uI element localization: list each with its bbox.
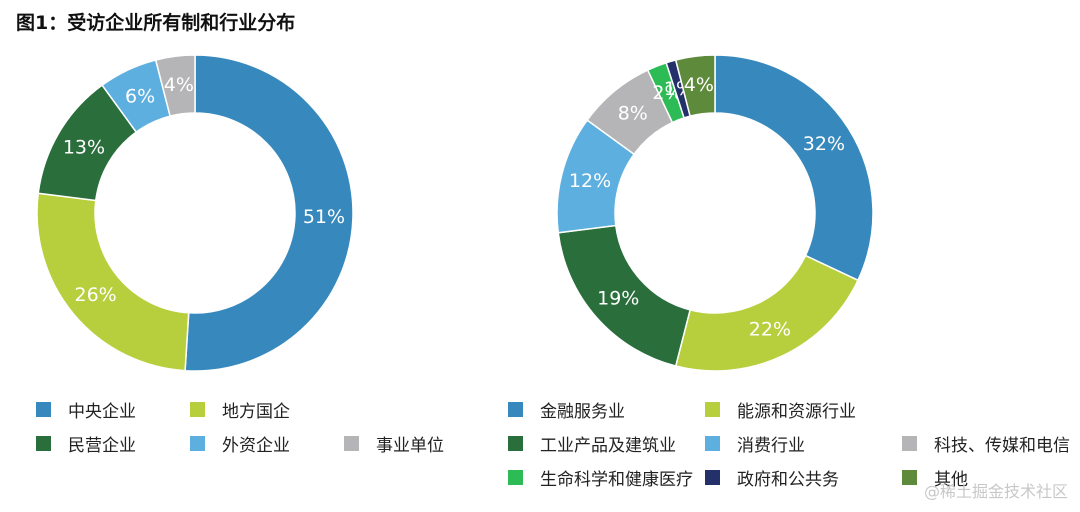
legend-row: 生命科学和健康医疗 政府和公共务 其他 <box>508 460 1080 494</box>
legend-label: 工业产品及建筑业 <box>540 435 676 456</box>
legend-label: 外资企业 <box>222 435 290 456</box>
chart-title: 图1：受访企业所有制和行业分布 <box>16 12 296 34</box>
legend-item: 事业单位 <box>344 431 498 456</box>
legend-item: 生命科学和健康医疗 <box>508 465 705 490</box>
watermark: @稀土掘金技术社区 <box>923 482 1068 501</box>
legend-label: 消费行业 <box>737 435 805 456</box>
slice-data-label: 19% <box>597 287 639 309</box>
donut-slice <box>674 254 859 372</box>
donut-slice <box>36 192 190 372</box>
legend-swatch <box>902 435 917 451</box>
industry-legend: 金融服务业 能源和资源行业工业产品及建筑业 消费行业 科技、传媒和电信生命科学和健康医… <box>508 392 1080 494</box>
legend-swatch <box>36 435 51 451</box>
legend-swatch <box>508 469 523 485</box>
legend-swatch <box>36 401 51 417</box>
industry-donut-chart: 32%22%19%12%8%2%1%4% <box>556 54 874 372</box>
legend-item: 工业产品及建筑业 <box>508 431 705 456</box>
legend-label: 其他 <box>934 469 968 490</box>
legend-label: 能源和资源行业 <box>737 401 856 422</box>
slice-data-label: 4% <box>684 74 714 96</box>
legend-swatch <box>705 401 720 417</box>
legend-swatch <box>190 435 205 451</box>
legend-item: 消费行业 <box>705 431 902 456</box>
legend-item: 科技、传媒和电信 <box>902 431 1080 456</box>
donut-slice <box>674 54 716 118</box>
legend-row: 中央企业 地方国企 <box>36 392 498 426</box>
donut-slice <box>714 54 874 282</box>
legend-label: 民营企业 <box>68 435 136 456</box>
slice-data-label: 4% <box>164 74 194 96</box>
legend-item: 民营企业 <box>36 431 190 456</box>
legend-swatch <box>190 401 205 417</box>
slice-data-label: 13% <box>63 136 105 158</box>
legend-row: 民营企业 外资企业 事业单位 <box>36 426 498 460</box>
slice-data-label: 32% <box>803 133 845 155</box>
legend-label: 地方国企 <box>222 401 290 422</box>
legend-item: 金融服务业 <box>508 397 705 422</box>
slice-data-label: 26% <box>74 284 116 306</box>
legend-label: 中央企业 <box>68 401 136 422</box>
legend-label: 事业单位 <box>376 435 444 456</box>
legend-label: 科技、传媒和电信 <box>934 435 1070 456</box>
legend-swatch <box>508 401 523 417</box>
legend-item: 地方国企 <box>190 397 344 422</box>
legend-swatch <box>902 469 917 485</box>
legend-swatch <box>705 469 720 485</box>
legend-label: 金融服务业 <box>540 401 625 422</box>
ownership-legend: 中央企业 地方国企民营企业 外资企业 事业单位 <box>36 392 498 460</box>
legend-swatch <box>705 435 720 451</box>
legend-item: 政府和公共务 <box>705 465 902 490</box>
slice-data-label: 12% <box>569 170 611 192</box>
ownership-donut-chart: 51% 26% 13% 6% 4% <box>36 54 354 372</box>
legend-item: 能源和资源行业 <box>705 397 902 422</box>
legend-row: 工业产品及建筑业 消费行业 科技、传媒和电信 <box>508 426 1080 460</box>
slice-data-label: 8% <box>618 103 648 125</box>
donut-slice <box>154 54 196 118</box>
legend-label: 政府和公共务 <box>737 469 839 490</box>
donut-slice <box>184 54 354 372</box>
legend-label: 生命科学和健康医疗 <box>540 469 693 490</box>
legend-row: 金融服务业 能源和资源行业 <box>508 392 1080 426</box>
slice-data-label: 6% <box>125 85 155 107</box>
slice-data-label: 22% <box>749 319 791 341</box>
legend-swatch <box>344 435 359 451</box>
slice-data-label: 51% <box>303 206 345 228</box>
legend-item: 外资企业 <box>190 431 344 456</box>
legend-item: 中央企业 <box>36 397 190 422</box>
legend-swatch <box>508 435 523 451</box>
legend-item: 其他 <box>902 465 1080 490</box>
